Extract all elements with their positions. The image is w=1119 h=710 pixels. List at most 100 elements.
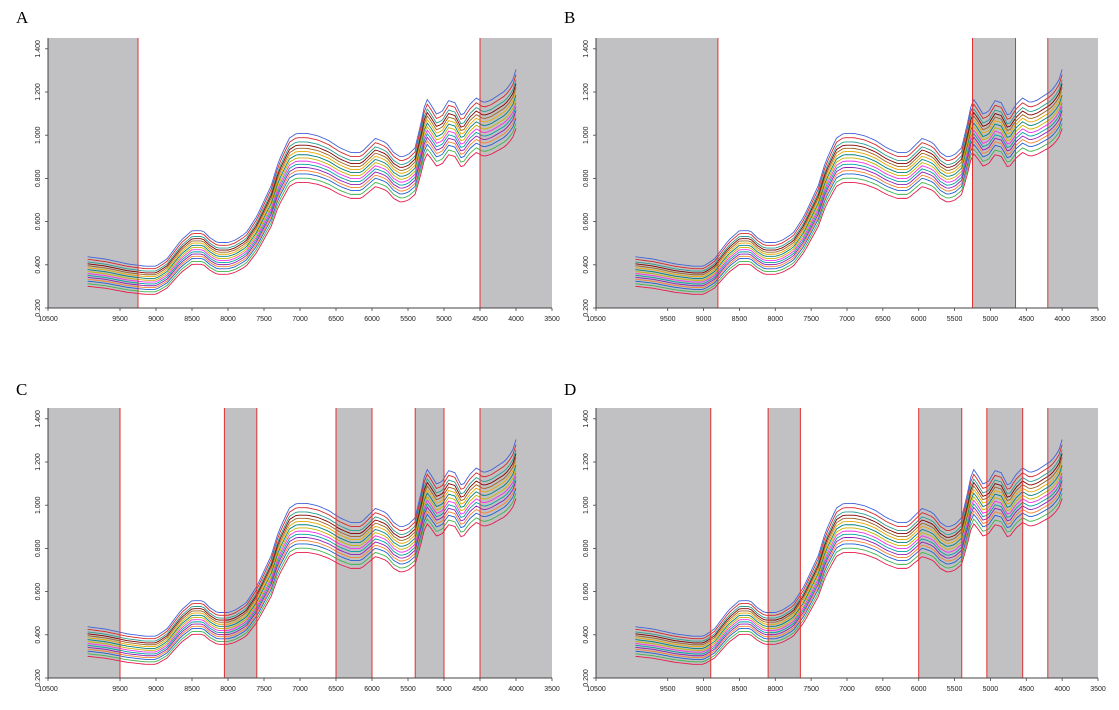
panel-a: A 10500 9500 9000 8500 8000 7500 7000 6500 6000 5… <box>0 0 560 340</box>
spectrum-curve <box>635 91 1063 278</box>
x-tick-label: 8000 <box>220 316 236 323</box>
x-tick-label: 6000 <box>364 316 380 323</box>
y-tick-label: 0.800 <box>583 170 590 188</box>
excluded-region <box>596 408 711 678</box>
x-tick-label: 7500 <box>803 316 819 323</box>
x-tick-label: 4500 <box>1018 316 1034 323</box>
excluded-region <box>972 38 1016 308</box>
spectrum-curve <box>635 79 1063 272</box>
x-tick-label: 5500 <box>400 686 416 693</box>
excluded-region <box>224 408 257 678</box>
spectrum-curve <box>635 449 1063 642</box>
y-tick-label: 1.400 <box>35 40 42 58</box>
excluded-region <box>48 408 120 678</box>
x-tick-label: 9500 <box>112 686 128 693</box>
y-tick-label: 0.600 <box>35 213 42 231</box>
spectrum-curve <box>87 453 517 644</box>
excluded-region <box>1047 408 1098 678</box>
x-tick-label: 8000 <box>767 316 783 323</box>
x-tick-label: 7000 <box>839 316 855 323</box>
x-tick-label: 4000 <box>1054 686 1070 693</box>
spectrum-curve <box>87 498 517 665</box>
excluded-region <box>48 38 138 308</box>
x-tick-label: 9000 <box>696 316 712 323</box>
spectrum-curve <box>87 83 517 274</box>
spectrum-curve <box>87 472 517 653</box>
spectrum-curve <box>87 110 517 287</box>
y-tick-label: 1.400 <box>35 410 42 428</box>
spectrum-curve <box>87 74 517 270</box>
x-tick-label: 7500 <box>256 316 272 323</box>
spectrum-curve <box>635 74 1063 270</box>
spectrum-curve <box>635 464 1063 649</box>
spectrum-curve <box>87 439 517 637</box>
spectrum-curve <box>635 461 1063 648</box>
y-tick-label: 1.200 <box>35 83 42 101</box>
spectrum-curve <box>635 453 1063 644</box>
x-tick-label: 3500 <box>1090 316 1106 323</box>
spectrum-curve <box>635 439 1063 637</box>
spectrum-curve <box>87 91 517 278</box>
spectrum-curve <box>635 498 1063 665</box>
panel-d: D 10500 9500 9000 8500 8000 7500 7000 6500 6000 5… <box>552 370 1112 710</box>
x-tick-label: 8500 <box>732 686 748 693</box>
y-tick-label: 0.200 <box>583 669 590 687</box>
excluded-region <box>336 408 372 678</box>
x-tick-label: 8000 <box>767 686 783 693</box>
spectrum-curve <box>87 106 517 285</box>
spectrum-curve <box>635 110 1063 287</box>
y-tick-label: 0.400 <box>35 256 42 274</box>
spectrum-curve <box>635 87 1063 276</box>
spectra-chart: 10500 9500 9000 8500 8000 7500 7000 6500 6000 550… <box>583 408 1106 693</box>
panel-label: D <box>564 380 577 399</box>
y-tick-label: 1.200 <box>583 83 590 101</box>
spectra-chart: 10500 9500 9000 8500 8000 7500 7000 6500 6000 550… <box>35 38 560 323</box>
excluded-region <box>480 38 552 308</box>
x-tick-label: 5500 <box>400 316 416 323</box>
y-tick-label: 1.400 <box>583 40 590 58</box>
x-tick-label: 6500 <box>875 316 891 323</box>
panel-c: C 10500 9500 9000 8500 8000 7500 7000 6500 6000 5… <box>0 370 560 710</box>
spectrum-curve <box>87 87 517 276</box>
x-tick-label: 5000 <box>983 686 999 693</box>
y-tick-label: 0.800 <box>35 540 42 558</box>
x-tick-label: 9000 <box>148 686 164 693</box>
x-tick-label: 3500 <box>544 316 560 323</box>
x-tick-label: 6000 <box>911 686 927 693</box>
spectrum-curve <box>635 118 1063 290</box>
y-tick-label: 0.800 <box>583 540 590 558</box>
x-tick-label: 7500 <box>256 686 272 693</box>
x-tick-label: 7000 <box>292 316 308 323</box>
spectrum-curve <box>635 123 1063 293</box>
x-tick-label: 5000 <box>983 316 999 323</box>
spectrum-curve <box>635 128 1063 295</box>
spectrum-curve <box>635 476 1063 655</box>
y-tick-label: 0.400 <box>35 626 42 644</box>
spectrum-curve <box>87 484 517 659</box>
panel-b: B 10500 9500 9000 8500 8000 7500 7000 6500 6000 5… <box>552 0 1112 340</box>
x-tick-label: 10500 <box>38 316 58 323</box>
y-tick-label: 0.200 <box>583 299 590 317</box>
spectrum-curve <box>635 98 1063 281</box>
excluded-region <box>596 38 718 308</box>
x-tick-label: 7000 <box>292 686 308 693</box>
x-tick-label: 6500 <box>328 686 344 693</box>
y-tick-label: 1.000 <box>583 496 590 514</box>
spectrum-curve <box>635 102 1063 283</box>
x-tick-label: 10500 <box>586 686 606 693</box>
spectrum-curve <box>635 484 1063 659</box>
x-tick-label: 9000 <box>696 686 712 693</box>
y-tick-label: 1.000 <box>583 126 590 144</box>
spectra-chart: 10500 9500 9000 8500 8000 7500 7000 6500 6000 550… <box>35 408 560 693</box>
spectrum-curve <box>87 98 517 281</box>
spectrum-curve <box>635 114 1063 289</box>
x-tick-label: 9500 <box>660 316 676 323</box>
x-tick-label: 5000 <box>436 316 452 323</box>
spectrum-curve <box>87 79 517 272</box>
spectrum-curve <box>87 118 517 290</box>
excluded-region <box>1047 38 1098 308</box>
spectrum-curve <box>87 128 517 295</box>
spectrum-curve <box>87 444 517 640</box>
y-tick-label: 0.400 <box>583 256 590 274</box>
x-tick-label: 10500 <box>38 686 58 693</box>
